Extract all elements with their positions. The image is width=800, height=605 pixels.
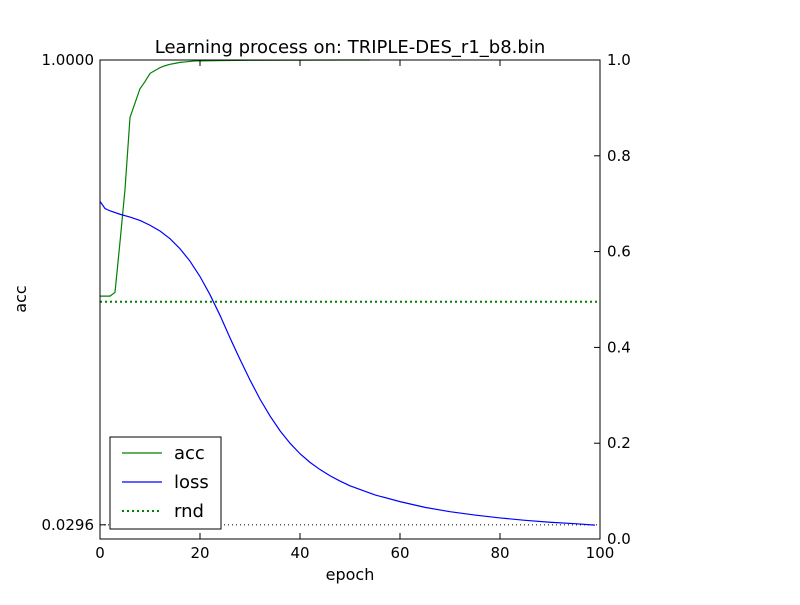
legend-label-loss: loss bbox=[174, 472, 209, 493]
x-tick-label: 40 bbox=[290, 544, 309, 562]
y-axis-label: acc bbox=[11, 285, 30, 312]
series-layer bbox=[99, 59, 600, 526]
legend-box bbox=[109, 436, 222, 530]
legend: acc loss rnd bbox=[109, 436, 222, 530]
y-right-tick-label: 0.2 bbox=[607, 434, 631, 452]
legend-label-rnd: rnd bbox=[174, 501, 204, 522]
series-line-acc bbox=[100, 59, 370, 297]
x-tick-label: 20 bbox=[190, 544, 209, 562]
chart-title: Learning process on: TRIPLE-DES_r1_b8.bi… bbox=[155, 37, 545, 58]
y-right-tick-label: 0.6 bbox=[607, 243, 631, 261]
y-left-tick-label: 0.0296 bbox=[42, 516, 95, 534]
legend-label-acc: acc bbox=[174, 443, 205, 464]
axes-layer: 0 20 40 60 80 100 1.0000 0.0296 0.0 0.2 0.4 0.6 0.8 1… bbox=[42, 51, 631, 562]
x-tick-label: 80 bbox=[490, 544, 509, 562]
x-axis-label: epoch bbox=[326, 565, 375, 584]
y-right-tick-label: 1.0 bbox=[607, 51, 631, 69]
y-right-tick-label: 0.8 bbox=[607, 147, 631, 165]
x-tick-label: 100 bbox=[586, 544, 615, 562]
y-left-tick-label: 1.0000 bbox=[42, 51, 95, 69]
x-tick-label: 0 bbox=[95, 544, 105, 562]
y-right-tick-label: 0.4 bbox=[607, 338, 631, 356]
series-line-loss bbox=[99, 200, 596, 526]
x-tick-label: 60 bbox=[390, 544, 409, 562]
plot-frame bbox=[99, 59, 601, 540]
y-right-tick-label: 0.0 bbox=[607, 530, 631, 548]
